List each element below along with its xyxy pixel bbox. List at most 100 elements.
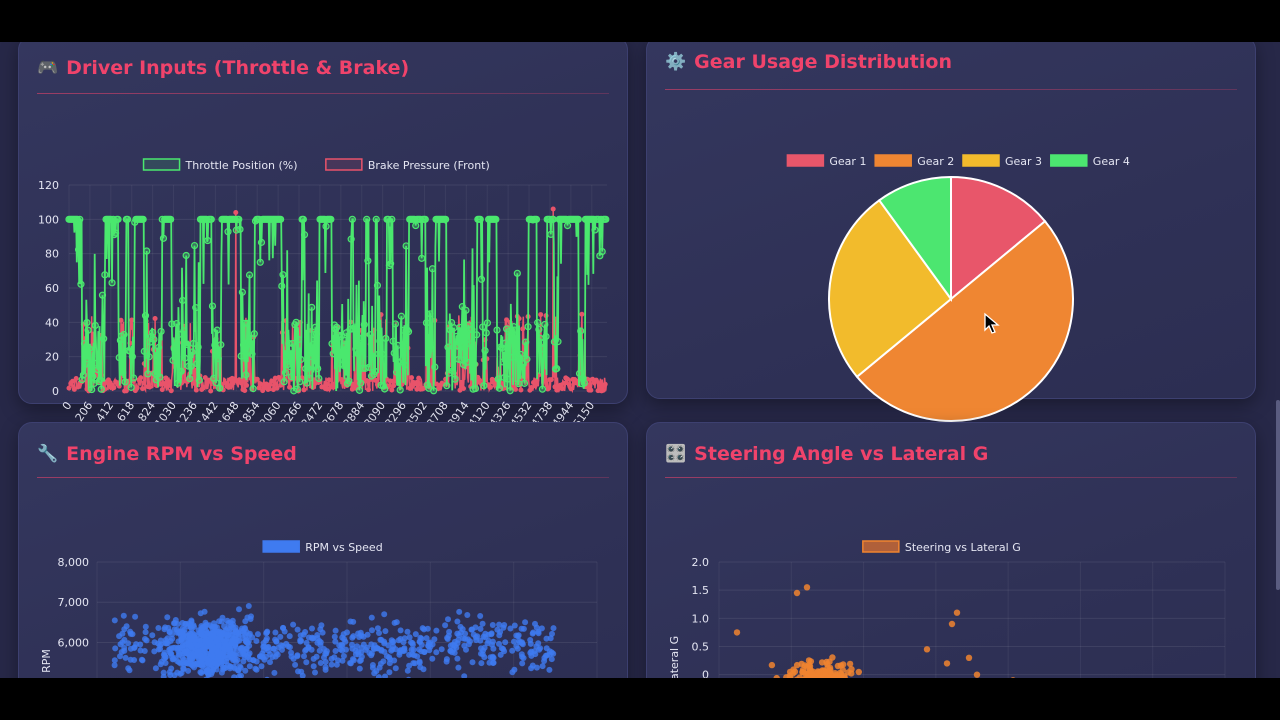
throttle-point (247, 340, 255, 348)
brake-point (166, 379, 172, 385)
rpm-point (273, 638, 280, 645)
throttle-point (376, 337, 384, 345)
steer-point (923, 646, 931, 653)
gear-slice-1 (950, 175, 1047, 302)
throttle-point (159, 234, 168, 242)
brake-point (129, 317, 135, 323)
throttle-series-points (65, 215, 610, 395)
driver-inputs-chart[interactable]: Throttle Position (%) Brake Pressure (Fro… (19, 42, 627, 430)
rpm-point (546, 666, 553, 673)
steering-divider (665, 477, 1237, 478)
throttle-point (519, 360, 527, 368)
gear-legend-swatch-3 (1050, 154, 1088, 167)
rpm-point (246, 663, 253, 670)
throttle-point (333, 323, 341, 331)
rpm-point (369, 627, 375, 634)
throttle-point (328, 340, 336, 348)
brake-point (301, 387, 307, 393)
throttle-point (534, 319, 542, 327)
rpm-point (522, 619, 529, 626)
rpm-point (265, 647, 272, 654)
rpm-point (461, 673, 468, 678)
rpm-point (406, 634, 413, 641)
rpm-point (388, 647, 395, 654)
rpm-point (188, 652, 195, 659)
steer-ytick-2: 0 (702, 669, 709, 678)
rpm-point (541, 658, 548, 664)
rpm-point (111, 657, 118, 664)
brake-point (161, 381, 167, 387)
brake-point (226, 384, 232, 390)
rpm-point (509, 647, 516, 654)
rpm-point (455, 636, 462, 643)
rpm-point (381, 638, 388, 645)
throttle-point (501, 339, 509, 347)
rpm-legend-label-0: RPM vs Speed (305, 541, 382, 554)
gear-usage-title: ⚙️ Gear Usage Distribution (665, 51, 952, 73)
gear-usage-chart[interactable]: Gear 1 Gear 2 Gear 3 Gear 4 (647, 42, 1255, 422)
throttle-point (598, 247, 606, 256)
throttle-point (85, 345, 93, 353)
rpm-point (267, 659, 273, 666)
dashboard-viewport: 🎮 Driver Inputs (Throttle & Brake) Throt… (0, 42, 1280, 678)
throttle-point (128, 353, 136, 361)
throttle-point (355, 386, 364, 394)
throttle-point (591, 226, 599, 234)
steering-chart[interactable]: Steering vs Lateral G-1.0-0.500.51.01.52… (647, 423, 1255, 678)
throttle-point (360, 321, 368, 329)
rpm-point (200, 645, 207, 652)
rpm-point (454, 618, 461, 625)
rpm-point (377, 660, 384, 667)
throttle-point (188, 348, 196, 356)
rpm-point (381, 611, 388, 618)
rpm-point (170, 656, 177, 662)
throttle-point (281, 369, 289, 377)
rpm-point (228, 650, 235, 657)
steering-title: 🎛️ Steering Angle vs Lateral G (665, 443, 988, 465)
gear-legend-swatch-2 (962, 154, 1000, 167)
rpm-point (532, 620, 538, 627)
throttle-point (309, 340, 317, 349)
throttle-point (98, 291, 107, 299)
throttle-point (294, 335, 303, 344)
throttle-point (363, 215, 371, 223)
throttle-point (155, 343, 163, 352)
steer-point (806, 663, 814, 670)
throttle-point (461, 344, 469, 352)
rpm-point (404, 667, 411, 674)
rpm-point (392, 665, 399, 672)
inputs-ytick-6: 120 (38, 179, 59, 192)
brake-point (561, 380, 567, 386)
rpm-point (178, 670, 185, 676)
rpm-point (162, 660, 169, 666)
throttle-point (495, 384, 503, 392)
steer-point (822, 669, 829, 676)
throttle-point (97, 385, 105, 393)
rpm-point (323, 648, 330, 655)
rpm-point (201, 634, 207, 640)
throttle-point (186, 375, 194, 383)
rpm-ytick-1: 5,000 (58, 677, 90, 678)
rpm-point (489, 622, 496, 628)
brake-point (461, 385, 467, 391)
throttle-point (207, 215, 215, 223)
throttle-point (553, 365, 561, 373)
page-scrollbar[interactable] (1276, 400, 1280, 590)
throttle-point (115, 353, 123, 362)
steer-point (826, 658, 833, 665)
rpm-point (477, 625, 484, 632)
rpm-point (542, 652, 549, 659)
rpm-point (119, 630, 126, 637)
throttle-point (322, 222, 330, 230)
throttle-point (76, 215, 84, 223)
steer-legend-label-0: Steering vs Lateral G (905, 541, 1021, 554)
throttle-point (540, 345, 548, 353)
rpm-point (203, 669, 210, 676)
gear-legend-label-1: Gear 2 (917, 155, 954, 168)
rpm-point (418, 635, 425, 642)
rpm-point (317, 626, 324, 633)
rpm-point (447, 642, 454, 649)
rpm-point (331, 654, 338, 661)
